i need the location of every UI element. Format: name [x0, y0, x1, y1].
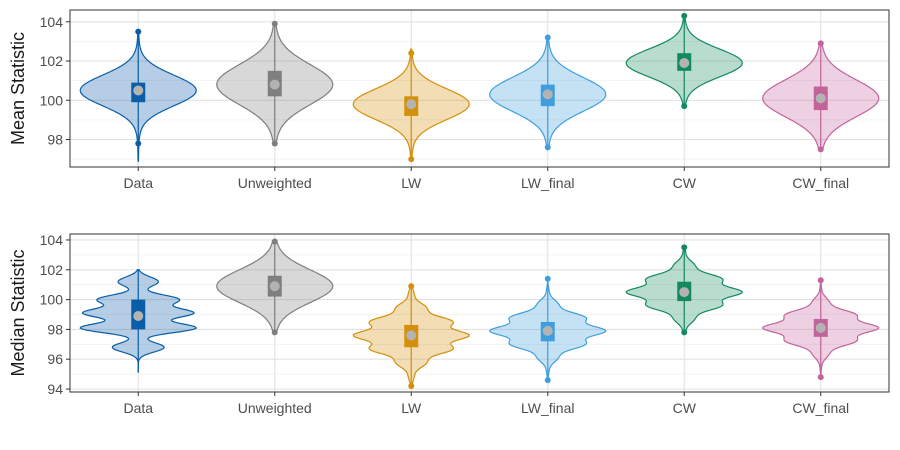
mean-plot-border: [69, 9, 890, 168]
mean-point: [133, 310, 144, 321]
x-tick-label: Unweighted: [238, 175, 312, 191]
mean-point: [679, 57, 690, 68]
x-tick-label: CW: [673, 175, 697, 191]
y-tick-label: 98: [47, 321, 63, 337]
median-y-axis: 94 96 98 100 102 104: [40, 232, 70, 397]
outlier-point: [817, 146, 824, 153]
median-violins: [79, 238, 880, 390]
y-tick-label: 96: [47, 351, 63, 367]
x-tick-label: LW: [401, 400, 422, 416]
outlier-point: [681, 103, 688, 110]
outlier-point: [408, 50, 415, 57]
outlier-point: [681, 244, 688, 251]
x-tick-label: LW_final: [521, 175, 574, 191]
x-tick-label: LW_final: [521, 400, 574, 416]
outlier-point: [544, 377, 551, 384]
outlier-point: [271, 140, 278, 147]
mean-point: [815, 93, 826, 104]
outlier-point: [544, 144, 551, 151]
median-plot-border: [69, 233, 890, 393]
outlier-point: [408, 283, 415, 290]
outlier-point: [135, 140, 142, 147]
x-tick-label: CW_final: [792, 175, 849, 191]
outlier-point: [817, 40, 824, 47]
outlier-point: [408, 156, 415, 163]
median-y-axis-title: Median Statistic: [8, 249, 28, 376]
mean-x-axis: Data Unweighted LW LW_final CW CW_final: [123, 167, 849, 191]
outlier-point: [408, 383, 415, 390]
median-statistic-panel: 94 96 98 100 102 104 Data Unweighted LW LW_final…: [8, 232, 890, 416]
mean-y-axis-title: Mean Statistic: [8, 32, 28, 145]
x-tick-label: Data: [123, 175, 153, 191]
mean-point: [406, 330, 417, 341]
median-x-axis: Data Unweighted LW LW_final CW CW_final: [123, 392, 849, 416]
mean-point: [133, 85, 144, 96]
x-tick-label: CW: [673, 400, 697, 416]
y-tick-label: 98: [47, 132, 63, 148]
x-tick-label: CW_final: [792, 400, 849, 416]
mean-statistic-panel: 98 100 102 104 Data Unweighted LW LW_final CW CW…: [8, 9, 890, 191]
x-tick-label: Data: [123, 400, 153, 416]
mean-point: [269, 79, 280, 90]
y-tick-label: 104: [40, 14, 64, 30]
x-tick-label: LW: [401, 175, 422, 191]
mean-point: [406, 99, 417, 110]
mean-minor-grid: [70, 41, 889, 160]
outlier-point: [817, 374, 824, 381]
mean-point: [679, 287, 690, 298]
y-tick-label: 104: [40, 232, 64, 248]
outlier-point: [271, 329, 278, 336]
mean-point: [815, 322, 826, 333]
outlier-point: [544, 275, 551, 282]
y-tick-label: 100: [40, 292, 64, 308]
outlier-point: [681, 329, 688, 336]
mean-point: [269, 281, 280, 292]
mean-y-axis: 98 100 102 104: [40, 14, 70, 148]
outlier-point: [681, 12, 688, 19]
y-tick-label: 100: [40, 92, 64, 108]
outlier-point: [135, 28, 142, 35]
y-tick-label: 102: [40, 53, 64, 69]
y-tick-label: 102: [40, 262, 64, 278]
outlier-point: [544, 34, 551, 41]
mean-point: [542, 325, 553, 336]
mean-violins: [79, 12, 880, 163]
y-tick-label: 94: [47, 381, 63, 397]
outlier-point: [271, 238, 278, 245]
mean-plot-background: [70, 10, 889, 167]
median-minor-grid: [70, 254, 889, 375]
outlier-point: [271, 20, 278, 27]
outlier-point: [817, 277, 824, 284]
mean-point: [542, 89, 553, 100]
median-plot-background: [70, 234, 889, 392]
x-tick-label: Unweighted: [238, 400, 312, 416]
